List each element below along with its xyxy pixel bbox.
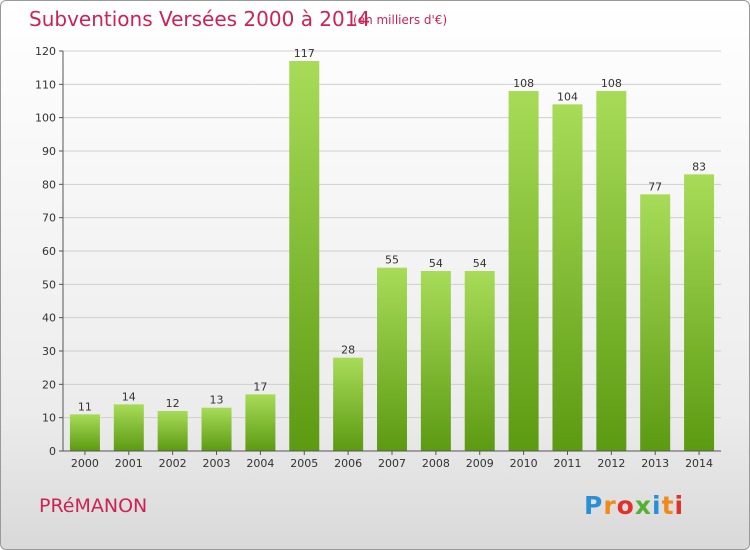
- y-tick-label: 100: [35, 112, 56, 125]
- x-tick: 2012: [597, 451, 625, 470]
- y-tick-label: 0: [49, 445, 56, 458]
- x-tick-label: 2003: [203, 457, 231, 470]
- bar: [333, 357, 364, 451]
- x-tick: 2010: [510, 451, 538, 470]
- bar: [552, 104, 583, 451]
- y-tick: 70: [42, 212, 63, 225]
- x-tick: 2014: [685, 451, 713, 470]
- y-tick-label: 30: [42, 345, 56, 358]
- x-tick: 2001: [115, 451, 143, 470]
- y-tick-label: 40: [42, 312, 56, 325]
- y-tick: 10: [42, 412, 63, 425]
- x-tick: 2005: [290, 451, 318, 470]
- value-label: 12: [166, 397, 180, 410]
- bar: [596, 91, 627, 451]
- bar: [289, 61, 320, 451]
- value-label: 13: [210, 394, 224, 407]
- x-tick: 2006: [334, 451, 362, 470]
- y-tick-label: 120: [35, 45, 56, 58]
- x-tick-label: 2008: [422, 457, 450, 470]
- y-tick-label: 60: [42, 245, 56, 258]
- x-tick: 2013: [641, 451, 669, 470]
- x-tick-label: 2005: [290, 457, 318, 470]
- x-tick: 2002: [159, 451, 187, 470]
- value-label: 54: [429, 257, 443, 270]
- x-tick: 2003: [203, 451, 231, 470]
- value-label: 77: [648, 180, 662, 193]
- y-tick-label: 70: [42, 212, 56, 225]
- x-tick: 2004: [246, 451, 274, 470]
- value-label: 54: [473, 257, 487, 270]
- x-tick-label: 2001: [115, 457, 143, 470]
- value-label: 14: [122, 390, 136, 403]
- x-tick-label: 2007: [378, 457, 406, 470]
- x-tick-label: 2011: [553, 457, 581, 470]
- value-label: 28: [341, 344, 355, 357]
- y-tick: 30: [42, 345, 63, 358]
- value-label: 104: [557, 90, 578, 103]
- x-tick-label: 2006: [334, 457, 362, 470]
- proxiti-logo: Proxiti: [584, 491, 685, 520]
- y-tick: 50: [42, 278, 63, 291]
- y-tick-label: 50: [42, 278, 56, 291]
- bar: [420, 271, 451, 451]
- y-tick-label: 90: [42, 145, 56, 158]
- bar: [464, 271, 495, 451]
- y-tick: 60: [42, 245, 63, 258]
- x-tick: 2009: [466, 451, 494, 470]
- y-tick: 20: [42, 378, 63, 391]
- y-tick: 40: [42, 312, 63, 325]
- bar: [245, 394, 276, 451]
- y-tick: 0: [49, 445, 63, 458]
- y-tick-label: 20: [42, 378, 56, 391]
- value-label: 83: [692, 160, 706, 173]
- y-tick: 90: [42, 145, 63, 158]
- y-tick: 80: [42, 178, 63, 191]
- x-tick: 2008: [422, 451, 450, 470]
- municipality-name: PRéMANON: [39, 495, 148, 517]
- y-tick: 110: [35, 78, 63, 91]
- bar: [684, 174, 715, 452]
- y-tick: 100: [35, 112, 63, 125]
- bar: [377, 267, 407, 451]
- x-tick-label: 2000: [71, 457, 99, 470]
- value-label: 17: [253, 380, 267, 393]
- chart-subtitle: (en milliers d'€): [353, 13, 448, 27]
- y-tick-label: 10: [42, 412, 56, 425]
- bar: [201, 407, 232, 451]
- value-label: 108: [601, 77, 622, 90]
- value-label: 55: [385, 254, 399, 267]
- y-tick-label: 80: [42, 178, 56, 191]
- x-tick: 2011: [553, 451, 581, 470]
- x-tick-label: 2004: [246, 457, 274, 470]
- chart-title: Subventions Versées 2000 à 2014: [29, 7, 371, 31]
- bar: [640, 194, 671, 452]
- bar: [508, 91, 539, 451]
- x-tick-label: 2002: [159, 457, 187, 470]
- bar: [69, 414, 100, 451]
- x-tick-label: 2014: [685, 457, 713, 470]
- x-tick-label: 2009: [466, 457, 494, 470]
- x-tick-label: 2010: [510, 457, 538, 470]
- x-tick: 2000: [71, 451, 99, 470]
- y-tick-label: 110: [35, 78, 56, 91]
- value-label: 108: [513, 77, 534, 90]
- x-tick-label: 2012: [597, 457, 625, 470]
- value-label: 117: [294, 47, 315, 60]
- x-tick-label: 2013: [641, 457, 669, 470]
- bar: [157, 411, 188, 451]
- x-tick: 2007: [378, 451, 406, 470]
- value-label: 11: [78, 400, 92, 413]
- bar: [113, 404, 144, 451]
- y-tick: 120: [35, 45, 63, 58]
